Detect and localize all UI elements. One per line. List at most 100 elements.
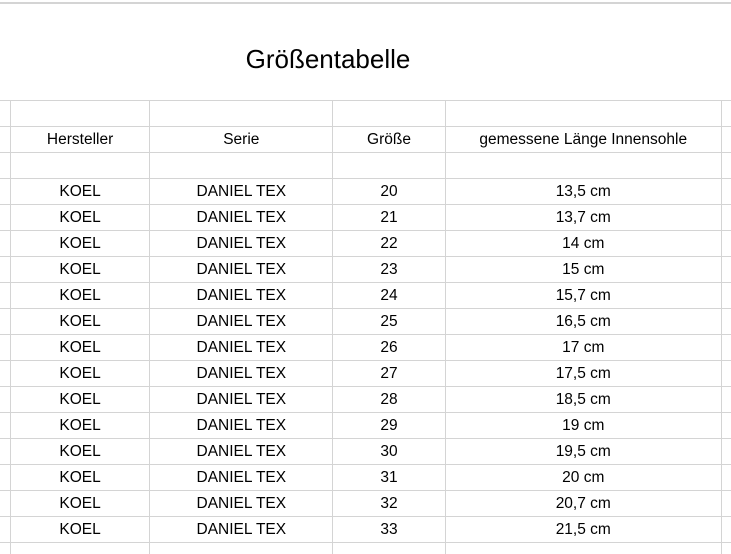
cell[interactable]: Größe [332,126,446,153]
cell[interactable] [332,542,446,554]
cell[interactable]: 33 [332,516,446,543]
cell[interactable]: 31 [332,464,446,491]
cell[interactable] [0,178,11,205]
cell[interactable]: 28 [332,386,446,413]
cell[interactable]: KOEL [9,230,151,257]
cell[interactable]: KOEL [9,204,151,231]
cell[interactable] [0,490,11,517]
cell[interactable] [332,152,446,179]
cell[interactable]: KOEL [9,360,151,387]
cell[interactable] [720,516,731,543]
cell[interactable]: DANIEL TEX [149,204,334,231]
cell[interactable]: 18,5 cm [444,386,722,413]
cell[interactable] [720,464,731,491]
cell[interactable]: 24 [332,282,446,309]
cell[interactable] [720,438,731,465]
cell[interactable]: 29 [332,412,446,439]
cell[interactable] [0,204,11,231]
cell[interactable]: DANIEL TEX [149,360,334,387]
cell[interactable]: DANIEL TEX [149,256,334,283]
cell[interactable]: DANIEL TEX [149,438,334,465]
cell[interactable]: KOEL [9,282,151,309]
cell[interactable] [0,438,11,465]
cell[interactable] [0,464,11,491]
cell[interactable] [0,230,11,257]
cell[interactable]: 30 [332,438,446,465]
cell[interactable] [720,386,731,413]
cell[interactable]: 23 [332,256,446,283]
cell[interactable] [720,178,731,205]
cell[interactable] [444,152,722,179]
cell[interactable]: DANIEL TEX [149,464,334,491]
cell[interactable]: 16,5 cm [444,308,722,335]
cell[interactable] [720,308,731,335]
cell[interactable]: KOEL [9,256,151,283]
cell[interactable]: 26 [332,334,446,361]
cell[interactable] [9,152,151,179]
cell[interactable]: KOEL [9,464,151,491]
cell[interactable]: DANIEL TEX [149,308,334,335]
cell[interactable]: Serie [149,126,334,153]
cell[interactable] [0,100,11,127]
cell[interactable]: 19,5 cm [444,438,722,465]
cell[interactable]: DANIEL TEX [149,282,334,309]
cell[interactable] [0,412,11,439]
cell[interactable] [0,282,11,309]
cell[interactable]: KOEL [9,308,151,335]
cell[interactable] [720,542,731,554]
cell[interactable] [0,542,11,554]
cell[interactable]: KOEL [9,386,151,413]
cell[interactable] [720,152,731,179]
cell[interactable]: 22 [332,230,446,257]
cell[interactable] [444,100,722,127]
cell[interactable] [0,334,11,361]
cell[interactable]: KOEL [9,490,151,517]
cell[interactable] [0,126,11,153]
cell[interactable] [720,490,731,517]
cell[interactable] [332,100,446,127]
cell[interactable] [0,360,11,387]
cell[interactable]: 13,5 cm [444,178,722,205]
cell[interactable] [720,256,731,283]
cell[interactable]: gemessene Länge Innensohle [444,126,722,153]
cell[interactable]: 20 cm [444,464,722,491]
cell[interactable]: 21,5 cm [444,516,722,543]
cell[interactable] [0,386,11,413]
cell[interactable]: DANIEL TEX [149,516,334,543]
cell[interactable]: DANIEL TEX [149,412,334,439]
cell[interactable]: 15,7 cm [444,282,722,309]
cell[interactable]: 19 cm [444,412,722,439]
cell[interactable] [720,204,731,231]
cell[interactable]: DANIEL TEX [149,230,334,257]
cell[interactable]: 20,7 cm [444,490,722,517]
cell[interactable] [0,308,11,335]
cell[interactable] [149,100,334,127]
cell[interactable] [0,152,11,179]
cell[interactable]: Hersteller [9,126,151,153]
cell[interactable] [0,516,11,543]
cell[interactable] [9,100,151,127]
cell[interactable]: DANIEL TEX [149,178,334,205]
cell[interactable] [720,282,731,309]
cell[interactable]: DANIEL TEX [149,386,334,413]
cell[interactable] [720,230,731,257]
cell[interactable]: 13,7 cm [444,204,722,231]
cell[interactable]: 17 cm [444,334,722,361]
cell[interactable] [149,542,334,554]
cell[interactable]: DANIEL TEX [149,334,334,361]
cell[interactable] [720,412,731,439]
cell[interactable] [720,100,731,127]
cell[interactable]: 25 [332,308,446,335]
cell[interactable]: 14 cm [444,230,722,257]
cell[interactable]: KOEL [9,412,151,439]
cell[interactable] [0,256,11,283]
cell[interactable]: 32 [332,490,446,517]
cell[interactable]: KOEL [9,334,151,361]
cell[interactable]: 27 [332,360,446,387]
cell[interactable] [720,334,731,361]
cell[interactable]: 20 [332,178,446,205]
cell[interactable]: DANIEL TEX [149,490,334,517]
cell[interactable] [444,542,722,554]
cell[interactable]: KOEL [9,438,151,465]
cell[interactable]: KOEL [9,516,151,543]
